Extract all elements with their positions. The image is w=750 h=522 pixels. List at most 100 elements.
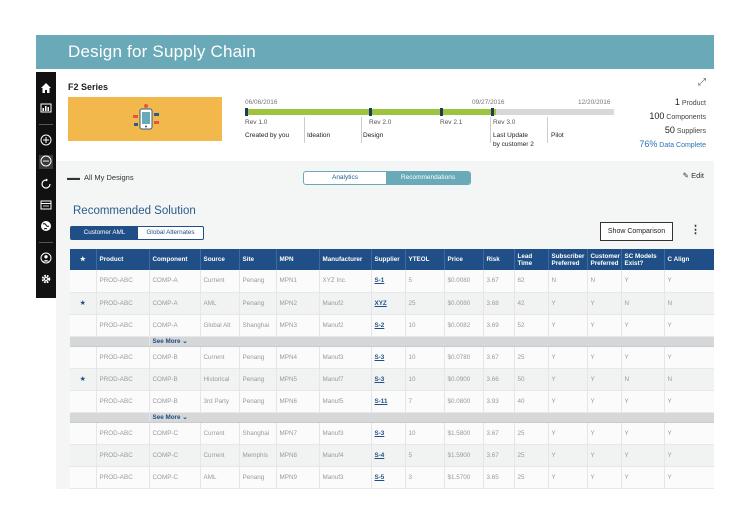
column-header[interactable]: Product (96, 249, 150, 270)
table-cell: COMP-A (149, 314, 201, 337)
home-icon[interactable] (39, 82, 53, 96)
table-cell[interactable]: S-4 (371, 444, 406, 467)
table-cell: Y (548, 390, 588, 413)
table-cell: MPN6 (276, 390, 320, 413)
table-cell[interactable]: S-2 (371, 314, 406, 337)
tab-recommendations[interactable]: Recommendations (386, 172, 470, 184)
column-header[interactable]: SC Models Exist? (621, 249, 665, 270)
table-cell: PROD-ABC (96, 444, 150, 467)
table-cell: Penang (239, 270, 277, 293)
column-header[interactable]: C Align (664, 249, 714, 270)
see-more-row[interactable]: See More ⌄ (70, 412, 714, 423)
star-icon[interactable] (70, 422, 97, 445)
table-row[interactable]: PROD-ABC COMP-C AML Penang MPN9 Manuf3 S-5 3 $1.… (70, 466, 714, 489)
table-cell: MPN4 (276, 346, 320, 369)
table-cell: COMP-B (149, 390, 201, 413)
column-header[interactable]: Subscriber Preferred (548, 249, 588, 270)
table-row[interactable]: PROD-ABC COMP-B 3rd Party Penang MPN6 Manuf5 S… (70, 390, 714, 413)
star-icon[interactable] (70, 314, 97, 337)
dashboard-icon[interactable] (39, 102, 53, 116)
table-cell: Y (664, 314, 714, 337)
table-cell: Current (200, 270, 240, 293)
tab-global-alternates[interactable]: Global Alternates (146, 229, 195, 236)
dots-circle-icon[interactable] (39, 155, 53, 169)
column-header[interactable]: Manufacturer (319, 249, 372, 270)
column-header[interactable]: ★ (70, 249, 97, 270)
supplier-link[interactable]: S-5 (374, 473, 385, 481)
timeline-marker[interactable] (440, 108, 443, 116)
table-cell: Y (548, 422, 588, 445)
column-header[interactable]: Component (149, 249, 201, 270)
add-circle-icon[interactable] (39, 134, 53, 148)
column-header[interactable]: Lead Time (514, 249, 549, 270)
star-icon[interactable]: ★ (70, 368, 97, 391)
show-comparison-button[interactable]: Show Comparison (600, 222, 673, 241)
table-cell: 3.67 (483, 444, 515, 467)
user-icon[interactable] (39, 252, 53, 266)
table-cell[interactable]: S-1 (371, 270, 406, 293)
table-cell: COMP-C (149, 444, 201, 467)
column-header[interactable]: MPN (276, 249, 320, 270)
edit-button[interactable]: ✎ Edit (682, 171, 704, 180)
table-cell[interactable]: S-3 (371, 422, 406, 445)
tab-analytics[interactable]: Analytics (331, 174, 358, 181)
supplier-link[interactable]: S-1 (374, 277, 385, 285)
supplier-link[interactable]: S-3 (374, 429, 385, 437)
table-row[interactable]: PROD-ABC COMP-A Current Penang MPN1 XYZ Inc. S… (70, 270, 714, 293)
milestone-sub: Last Update (493, 132, 529, 139)
supplier-link[interactable]: S-11 (374, 397, 388, 405)
star-icon[interactable] (70, 390, 97, 413)
more-options-icon[interactable]: ⋮ (690, 224, 701, 236)
table-cell[interactable]: S-3 (371, 346, 406, 369)
refresh-icon[interactable] (39, 178, 53, 192)
supplier-link[interactable]: S-2 (374, 321, 385, 329)
table-cell: Y (664, 444, 714, 467)
column-header[interactable]: Customer Preferred (587, 249, 622, 270)
timeline-marker[interactable] (491, 108, 494, 116)
star-icon[interactable] (70, 270, 97, 293)
table-cell[interactable]: XYZ (371, 292, 406, 315)
table-cell: $0.0080 (444, 270, 484, 293)
star-icon[interactable] (70, 346, 97, 369)
star-icon[interactable]: ★ (70, 292, 97, 315)
table-cell[interactable]: S-5 (371, 466, 406, 489)
timeline-marker[interactable] (245, 108, 248, 116)
report-icon[interactable] (39, 199, 53, 213)
supplier-link[interactable]: S-3 (374, 375, 385, 383)
table-row[interactable]: PROD-ABC COMP-C Current Memphis MPN8 Manuf4 S-… (70, 444, 714, 467)
table-cell: PROD-ABC (96, 422, 150, 445)
expand-icon[interactable]: ⤢ (698, 77, 706, 88)
star-icon[interactable] (70, 444, 97, 467)
table-cell: $1.5900 (444, 444, 484, 467)
table-row[interactable]: ★ PROD-ABC COMP-A AML Penang MPN2 Manuf2 XYZ 25 $… (70, 292, 714, 315)
supplier-link[interactable]: XYZ (374, 299, 387, 307)
globe-icon[interactable] (39, 220, 53, 234)
grid-icon: ▬▬ (67, 175, 80, 182)
table-cell[interactable]: S-3 (371, 368, 406, 391)
supplier-link[interactable]: S-4 (374, 451, 385, 459)
column-header[interactable]: Supplier (371, 249, 406, 270)
column-header[interactable]: YTEOL (405, 249, 445, 270)
star-icon[interactable] (70, 466, 97, 489)
timeline-marker[interactable] (369, 108, 372, 116)
table-row[interactable]: PROD-ABC COMP-A Global Alt Shanghai MPN3 Manu… (70, 314, 714, 337)
table-cell: 3.67 (483, 346, 515, 369)
column-header[interactable]: Risk (483, 249, 515, 270)
supplier-link[interactable]: S-3 (374, 353, 385, 361)
table-cell: 3.67 (483, 270, 515, 293)
table-row[interactable]: PROD-ABC COMP-B Current Penang MPN4 Manuf3 S-3… (70, 346, 714, 369)
table-cell: PROD-ABC (96, 466, 150, 489)
see-more-link[interactable]: See More ⌄ (149, 412, 714, 423)
column-header[interactable]: Site (239, 249, 277, 270)
all-designs-link[interactable]: ▬▬ All My Designs (67, 173, 134, 182)
column-header[interactable]: Price (444, 249, 484, 270)
table-cell[interactable]: S-11 (371, 390, 406, 413)
table-cell: PROD-ABC (96, 346, 150, 369)
table-row[interactable]: PROD-ABC COMP-C Current Shanghai MPN7 Manuf3 S… (70, 422, 714, 445)
see-more-row[interactable]: See More ⌄ (70, 336, 714, 347)
settings-icon[interactable] (39, 273, 53, 287)
table-row[interactable]: ★ PROD-ABC COMP-B Historical Penang MPN5 Manuf… (70, 368, 714, 391)
tab-customer-aml[interactable]: Customer AML (71, 227, 138, 239)
column-header[interactable]: Source (200, 249, 240, 270)
see-more-link[interactable]: See More ⌄ (149, 336, 714, 347)
